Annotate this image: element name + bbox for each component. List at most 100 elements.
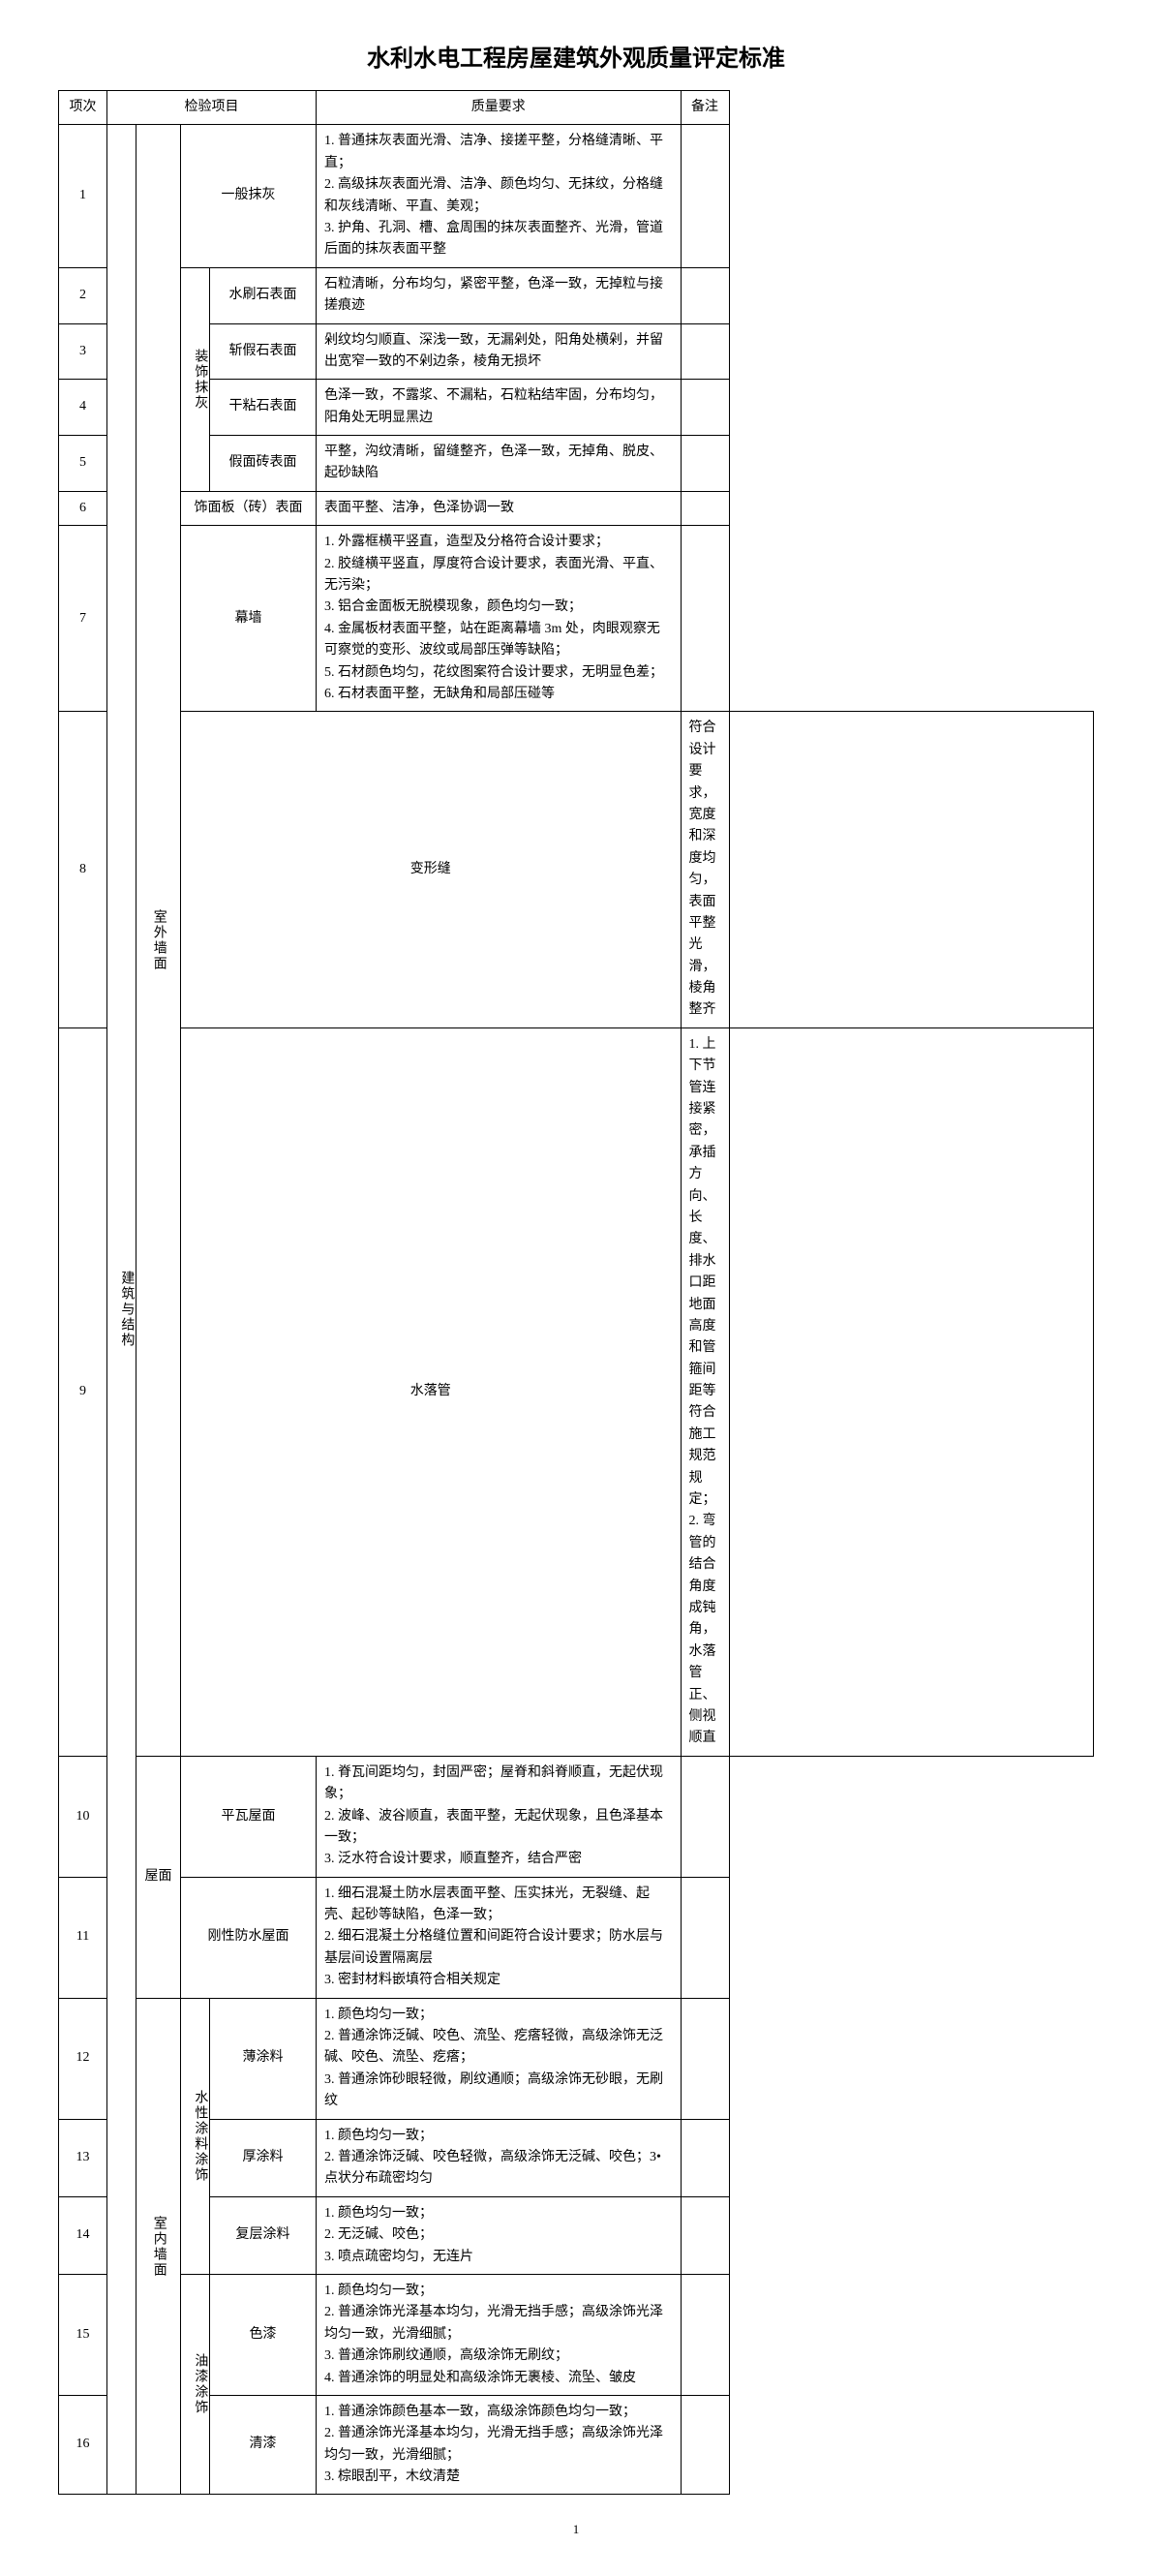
header-note: 备注 xyxy=(681,91,729,125)
requirement-line: 剁纹均匀顺直、深浅一致，无漏剁处，阳角处横剁，并留出宽窄一致的不剁边条，棱角无损… xyxy=(324,330,673,374)
requirement-cell: 1. 颜色均匀一致；2. 无泛碱、咬色；3. 喷点疏密均匀，无连片 xyxy=(317,2196,682,2274)
requirement-line: 1. 普通抹灰表面光滑、洁净、接搓平整，分格缝清晰、平直； xyxy=(324,131,673,174)
requirement-cell: 色泽一致，不露浆、不漏粘，石粒粘结牢固，分布均匀，阳角处无明显黑边 xyxy=(317,380,682,436)
row-index: 4 xyxy=(59,380,107,436)
requirement-cell: 1. 外露框横平竖直，造型及分格符合设计要求；2. 胶缝横平竖直，厚度符合设计要… xyxy=(317,526,682,712)
requirement-cell: 1. 颜色均匀一致；2. 普通涂饰泛碱、咬色轻微，高级涂饰无泛碱、咬色；3•点状… xyxy=(317,2119,682,2196)
note-cell xyxy=(729,1027,1094,1756)
row-index: 5 xyxy=(59,436,107,492)
cat-deco-plaster: 装饰抹灰 xyxy=(181,267,210,491)
requirement-line: 4. 普通涂饰的明显处和高级涂饰无裹棱、流坠、皱皮 xyxy=(324,2368,673,2389)
requirement-cell: 1. 上下节管连接紧密，承插方向、长度、排水口距地面高度和管箍间距等符合施工规范… xyxy=(681,1027,729,1756)
requirement-cell: 1. 颜色均匀一致；2. 普通涂饰光泽基本均匀，光滑无挡手感；高级涂饰光泽均匀一… xyxy=(317,2274,682,2395)
requirement-line: 1. 普通涂饰颜色基本一致，高级涂饰颜色均匀一致； xyxy=(324,2402,673,2423)
table-row: 5假面砖表面平整，沟纹清晰，留缝整齐，色泽一致，无掉角、脱皮、起砂缺陷 xyxy=(59,436,1094,492)
note-cell xyxy=(681,125,729,267)
item-cell: 一般抹灰 xyxy=(181,125,317,267)
table-row: 4 干粘石表面色泽一致，不露浆、不漏粘，石粒粘结牢固，分布均匀，阳角处无明显黑边 xyxy=(59,380,1094,436)
requirement-line: 3. 护角、孔洞、槽、盒周围的抹灰表面整齐、光滑，管道后面的抹灰表面平整 xyxy=(324,218,673,261)
item-cell: 斩假石表面 xyxy=(210,323,317,380)
requirement-cell: 剁纹均匀顺直、深浅一致，无漏剁处，阳角处横剁，并留出宽窄一致的不剁边条，棱角无损… xyxy=(317,323,682,380)
note-cell xyxy=(681,2395,729,2495)
table-row: 14复层涂料1. 颜色均匀一致；2. 无泛碱、咬色；3. 喷点疏密均匀，无连片 xyxy=(59,2196,1094,2274)
requirement-cell: 1. 脊瓦间距均匀，封固严密；屋脊和斜脊顺直，无起伏现象；2. 波峰、波谷顺直，… xyxy=(317,1756,682,1877)
table-row: 8变形缝符合设计要求，宽度和深度均匀，表面平整光滑，棱角整齐 xyxy=(59,712,1094,1027)
note-cell xyxy=(681,323,729,380)
note-cell xyxy=(681,2196,729,2274)
table-row: 7幕墙1. 外露框横平竖直，造型及分格符合设计要求；2. 胶缝横平竖直，厚度符合… xyxy=(59,526,1094,712)
item-cell: 水刷石表面 xyxy=(210,267,317,323)
requirement-line: 2. 无泛碱、咬色； xyxy=(324,2224,673,2246)
requirement-line: 5. 石材颜色均匀，花纹图案符合设计要求，无明显色差； xyxy=(324,662,673,684)
cat-oil-paint: 油漆涂饰 xyxy=(181,2274,210,2495)
requirement-line: 平整，沟纹清晰，留缝整齐，色泽一致，无掉角、脱皮、起砂缺陷 xyxy=(324,442,673,485)
requirement-line: 3. 普通涂饰刷纹通顺，高级涂饰无刷纹； xyxy=(324,2346,673,2367)
row-index: 11 xyxy=(59,1877,107,1998)
requirement-line: 6. 石材表面平整，无缺角和局部压碰等 xyxy=(324,684,673,705)
item-cell: 清漆 xyxy=(210,2395,317,2495)
item-cell: 饰面板（砖）表面 xyxy=(181,491,317,525)
row-index: 12 xyxy=(59,1998,107,2119)
requirement-line: 2. 普通涂饰光泽基本均匀，光滑无挡手感；高级涂饰光泽均匀一致，光滑细腻； xyxy=(324,2423,673,2467)
requirement-line: 2. 波峰、波谷顺直，表面平整，无起伏现象，且色泽基本一致； xyxy=(324,1806,673,1850)
standards-table: 项次 检验项目 质量要求 备注 1建筑与结构室外墙面一般抹灰1. 普通抹灰表面光… xyxy=(58,90,1094,2495)
cat-outer-wall: 室外墙面 xyxy=(136,125,181,1756)
requirement-cell: 1. 颜色均匀一致；2. 普通涂饰泛碱、咬色、流坠、疙瘩轻微，高级涂饰无泛碱、咬… xyxy=(317,1998,682,2119)
requirement-line: 2. 胶缝横平竖直，厚度符合设计要求，表面光滑、平直、无污染； xyxy=(324,554,673,598)
row-index: 13 xyxy=(59,2119,107,2196)
row-index: 1 xyxy=(59,125,107,267)
requirement-line: 表面平整、洁净，色泽协调一致 xyxy=(324,498,673,519)
requirement-line: 1. 细石混凝土防水层表面平整、压实抹光，无裂缝、起壳、起砂等缺陷，色泽一致； xyxy=(324,1884,673,1927)
cat-inner-wall: 室内墙面 xyxy=(136,1998,181,2495)
requirement-line: 3. 棕眼刮平，木纹清楚 xyxy=(324,2467,673,2488)
requirement-line: 1. 外露框横平竖直，造型及分格符合设计要求； xyxy=(324,532,673,553)
item-cell: 变形缝 xyxy=(181,712,682,1027)
note-cell xyxy=(729,712,1094,1027)
requirement-line: 3. 喷点疏密均匀，无连片 xyxy=(324,2247,673,2268)
row-index: 3 xyxy=(59,323,107,380)
requirement-cell: 石粒清晰，分布均匀，紧密平整，色泽一致，无掉粒与接搓痕迹 xyxy=(317,267,682,323)
item-cell: 刚性防水屋面 xyxy=(181,1877,317,1998)
table-row: 13厚涂料1. 颜色均匀一致；2. 普通涂饰泛碱、咬色轻微，高级涂饰无泛碱、咬色… xyxy=(59,2119,1094,2196)
page-number: 1 xyxy=(58,2522,1094,2537)
row-index: 16 xyxy=(59,2395,107,2495)
requirement-cell: 平整，沟纹清晰，留缝整齐，色泽一致，无掉角、脱皮、起砂缺陷 xyxy=(317,436,682,492)
requirement-line: 石粒清晰，分布均匀，紧密平整，色泽一致，无掉粒与接搓痕迹 xyxy=(324,274,673,318)
requirement-cell: 表面平整、洁净，色泽协调一致 xyxy=(317,491,682,525)
table-row: 2装饰抹灰水刷石表面石粒清晰，分布均匀，紧密平整，色泽一致，无掉粒与接搓痕迹 xyxy=(59,267,1094,323)
note-cell xyxy=(681,2119,729,2196)
item-cell: 干粘石表面 xyxy=(210,380,317,436)
note-cell xyxy=(681,1998,729,2119)
item-cell: 薄涂料 xyxy=(210,1998,317,2119)
item-cell: 水落管 xyxy=(181,1027,682,1756)
row-index: 6 xyxy=(59,491,107,525)
requirement-line: 4. 金属板材表面平整，站在距离幕墙 3m 处，肉眼观察无可察觉的变形、波纹或局… xyxy=(324,619,673,662)
page-title: 水利水电工程房屋建筑外观质量评定标准 xyxy=(58,39,1094,73)
requirement-line: 色泽一致，不露浆、不漏粘，石粒粘结牢固，分布均匀，阳角处无明显黑边 xyxy=(324,385,673,429)
requirement-line: 2. 普通涂饰泛碱、咬色、流坠、疙瘩轻微，高级涂饰无泛碱、咬色、流坠、疙瘩； xyxy=(324,2026,673,2070)
row-index: 14 xyxy=(59,2196,107,2274)
requirement-line: 1. 颜色均匀一致； xyxy=(324,2281,673,2302)
row-index: 7 xyxy=(59,526,107,712)
requirement-line: 2. 高级抹灰表面光滑、洁净、颜色均匀、无抹纹，分格缝和灰线清晰、平直、美观； xyxy=(324,174,673,218)
requirement-line: 1. 颜色均匀一致； xyxy=(324,2126,673,2147)
note-cell xyxy=(681,436,729,492)
table-row: 11 刚性防水屋面1. 细石混凝土防水层表面平整、压实抹光，无裂缝、起壳、起砂等缺… xyxy=(59,1877,1094,1998)
item-cell: 幕墙 xyxy=(181,526,317,712)
requirement-line: 2. 细石混凝土分格缝位置和间距符合设计要求；防水层与基层间设置隔离层 xyxy=(324,1926,673,1970)
row-index: 15 xyxy=(59,2274,107,2395)
requirement-cell: 1. 普通抹灰表面光滑、洁净、接搓平整，分格缝清晰、平直；2. 高级抹灰表面光滑… xyxy=(317,125,682,267)
header-index: 项次 xyxy=(59,91,107,125)
row-index: 2 xyxy=(59,267,107,323)
cat-building: 建筑与结构 xyxy=(107,125,136,2495)
row-index: 8 xyxy=(59,712,107,1027)
requirement-line: 1. 脊瓦间距均匀，封固严密；屋脊和斜脊顺直，无起伏现象； xyxy=(324,1763,673,1806)
header-quality: 质量要求 xyxy=(317,91,682,125)
requirement-line: 2. 普通涂饰泛碱、咬色轻微，高级涂饰无泛碱、咬色；3•点状分布疏密均匀 xyxy=(324,2147,673,2191)
requirement-line: 1. 颜色均匀一致； xyxy=(324,2203,673,2224)
note-cell xyxy=(681,491,729,525)
requirement-cell: 1. 细石混凝土防水层表面平整、压实抹光，无裂缝、起壳、起砂等缺陷，色泽一致；2… xyxy=(317,1877,682,1998)
requirement-line: 1. 颜色均匀一致； xyxy=(324,2005,673,2026)
requirement-line: 3. 铝合金面板无脱模现象，颜色均匀一致； xyxy=(324,597,673,618)
requirement-line: 1. 上下节管连接紧密，承插方向、长度、排水口距地面高度和管箍间距等符合施工规范… xyxy=(689,1034,721,1512)
